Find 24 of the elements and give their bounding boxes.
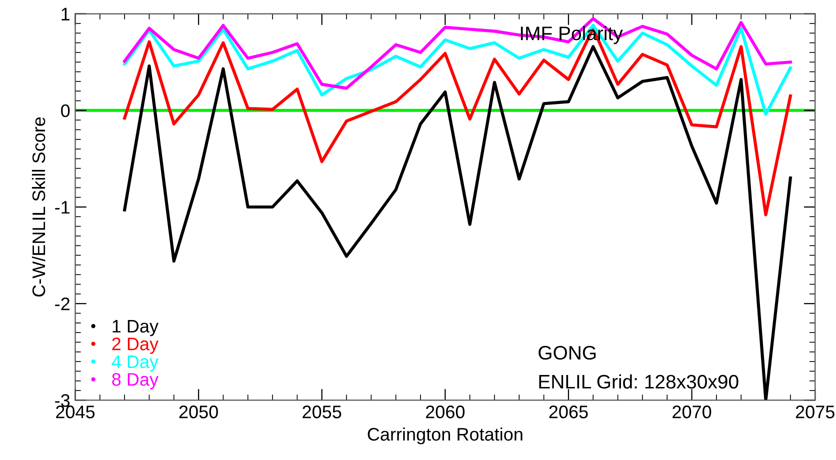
x-tick-label: 2055 <box>302 406 342 418</box>
legend-label: 4 Day <box>112 355 158 372</box>
y-tick-label: 0 <box>61 104 70 118</box>
x-tick-label: 2075 <box>796 406 834 418</box>
line-series <box>123 26 792 216</box>
y-tick-label: -1 <box>55 201 70 214</box>
y-tick-label: -3 <box>55 394 70 407</box>
x-tick-label: 2060 <box>426 406 465 418</box>
y-tick-label: -2 <box>55 298 70 310</box>
x-tick-label: 2070 <box>672 406 712 418</box>
legend-label: 8 Day <box>112 373 158 390</box>
line-series <box>123 17 792 90</box>
x-tick-label: 2065 <box>549 406 588 418</box>
annotation: ENLIL Grid: 128x30x90 <box>539 374 738 389</box>
legend-label: 1 Day <box>112 320 158 336</box>
y-tick-label: 1 <box>62 8 70 20</box>
line-series <box>123 24 792 116</box>
x-tick-label: 2045 <box>56 406 95 418</box>
x-axis-title: Carrington Rotation <box>368 427 522 444</box>
y-axis-title: C-W/ENLIL Skill Score <box>32 117 46 297</box>
annotation: GONG <box>538 346 596 360</box>
legend-label: 2 Day <box>112 338 158 354</box>
x-tick-label: 2050 <box>179 406 218 418</box>
line-series <box>123 45 792 400</box>
